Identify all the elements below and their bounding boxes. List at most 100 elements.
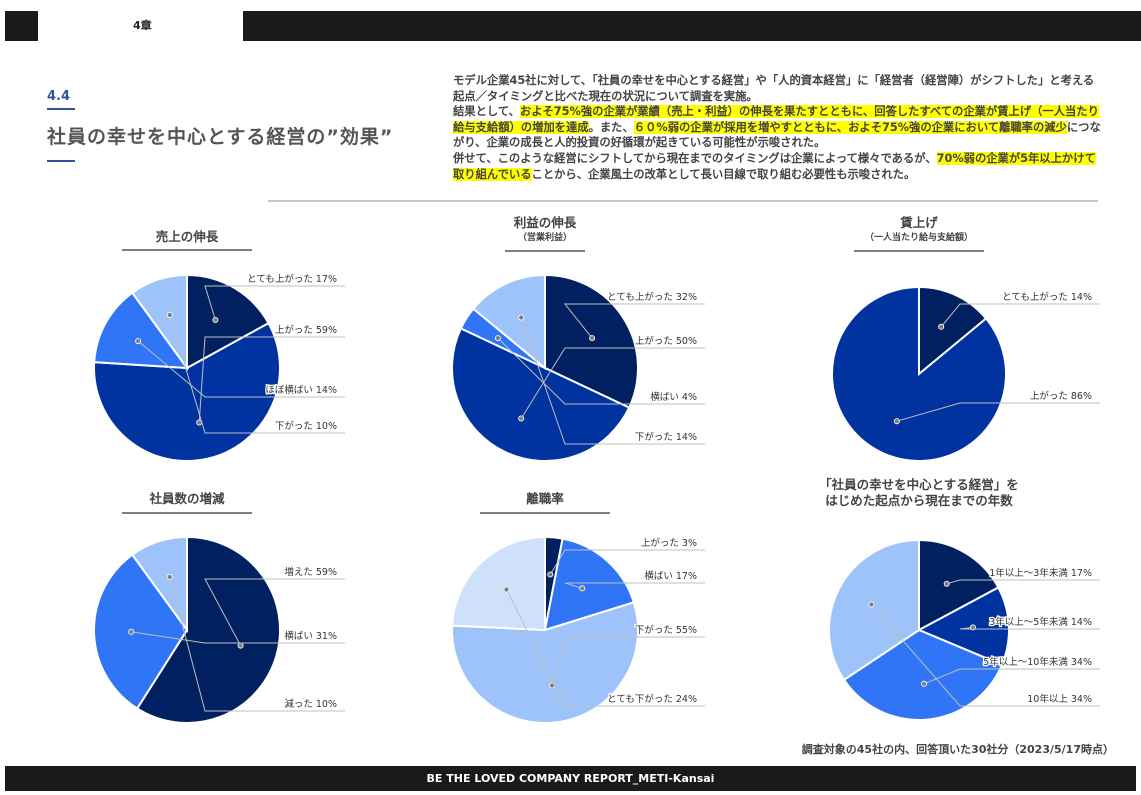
chart-title: 賃上げ: [899, 215, 938, 230]
leader-line: [551, 636, 705, 686]
leader-dot: [589, 335, 596, 342]
data-label: とても上がった 17%: [247, 273, 337, 285]
pie-slice: [130, 535, 188, 634]
data-label: 横ばい 17%: [644, 570, 697, 582]
leader-line: [959, 626, 1100, 630]
leader-dot: [868, 601, 875, 608]
chart-subtitle: （一人当たり給与支給額）: [865, 231, 973, 243]
leader-dot: [237, 642, 244, 649]
leader-line: [520, 317, 705, 445]
pie-slice: [93, 321, 281, 462]
pie-slice: [451, 327, 631, 462]
data-label: 上がった 86%: [1030, 390, 1092, 402]
chart-subtitle: はじめた起点から現在までの年数: [825, 493, 1013, 508]
data-label: 下がった 14%: [635, 431, 697, 443]
leader-dot: [166, 573, 173, 580]
chart-title: 離職率: [526, 491, 564, 506]
section-divider: [268, 200, 1098, 202]
chart-title: 社員数の増減: [148, 491, 225, 506]
section-number-underline: [47, 108, 75, 110]
leader-line: [871, 604, 1100, 707]
leader-dot: [518, 415, 525, 422]
section-title: 社員の幸せを中心とする経営の”効果”: [47, 126, 394, 148]
pie-slice: [135, 535, 281, 724]
data-label: 3年以上～5年未満 14%: [989, 616, 1092, 628]
pie-slice: [93, 291, 190, 370]
intro-paragraph-1: モデル企業45社に対して、「社員の幸せを中心とする経営」や「人的資本経営」に「経…: [453, 74, 1095, 103]
leader-line: [497, 337, 705, 405]
pie-slice: [471, 273, 546, 371]
leader-line: [169, 314, 345, 434]
leader-line: [520, 347, 705, 419]
leader-dot: [503, 586, 510, 593]
pie-slice: [451, 601, 639, 725]
data-label: 下がった 55%: [635, 624, 697, 636]
pie-slice: [451, 535, 546, 632]
intro-paragraph-2: 結果として、およそ75%強の企業が業績（売上・利益）の伸長を果たすとともに、回答…: [453, 104, 1103, 151]
footnote: 調査対象の45社の内、回答頂いた30社分（2023/5/17時点）: [801, 743, 1114, 756]
footer-bar: BE THE LOVED COMPANY REPORT_METI-Kansai: [5, 766, 1136, 791]
leader-dot: [135, 338, 142, 345]
chart-title: 売上の伸長: [156, 229, 219, 244]
leader-line: [131, 631, 345, 644]
leader-line: [563, 303, 705, 339]
data-label: とても上がった 14%: [1002, 291, 1092, 303]
leader-line: [169, 576, 345, 712]
data-label: 下がった 10%: [275, 420, 337, 432]
leader-dot: [518, 314, 525, 321]
chapter-label: 4章: [133, 19, 152, 32]
pie-slice: [828, 538, 920, 682]
leader-dot: [969, 624, 976, 631]
leader-line: [549, 549, 705, 575]
intro-text-run: 併せて、このような経営にシフトしてから現在までのタイミングは企業によって様々であ…: [453, 151, 937, 165]
leader-line: [946, 579, 1100, 585]
leader-dot: [494, 335, 501, 342]
leader-dot: [579, 585, 586, 592]
pie-slice: [831, 285, 1007, 462]
header-bar-left: [5, 11, 38, 41]
data-label: 横ばい 31%: [284, 630, 337, 642]
data-label: 減った 10%: [284, 698, 337, 710]
chart-title: 「社員の幸せを中心とする経営」を: [819, 477, 1019, 492]
highlight-text: ６０%弱の企業が採用を増やすとともに、およそ75%強の企業において離職率の減少: [633, 120, 1067, 134]
intro-paragraph-3: 併せて、このような経営にシフトしてから現在までのタイミングは企業によって様々であ…: [453, 151, 1103, 182]
section-title-underline: [47, 160, 75, 162]
leader-line: [204, 578, 345, 646]
pie-slice: [842, 628, 1004, 721]
intro-text-run: につながり、企業の成長と人的投資の好循環が起きている可能性が示唆された。: [453, 120, 1101, 150]
data-label: 横ばい 4%: [650, 391, 697, 403]
leader-dot: [893, 418, 900, 425]
data-label: 上がった 50%: [635, 335, 697, 347]
chart-subtitle: （営業利益）: [518, 231, 572, 243]
data-label: 上がった 3%: [641, 537, 697, 549]
data-label: ほぼ横ばい 14%: [265, 384, 337, 396]
pie-slice: [186, 273, 270, 370]
chart-title: 利益の伸長: [514, 215, 577, 230]
data-label: 10年以上 34%: [1027, 693, 1092, 705]
header-bar-right: [243, 11, 1141, 41]
pie-slice: [93, 553, 189, 710]
leader-dot: [943, 580, 950, 587]
leader-line: [506, 589, 705, 707]
pie-slice: [916, 586, 1010, 667]
leader-line: [564, 582, 705, 589]
leader-dot: [128, 628, 135, 635]
leader-line: [204, 285, 345, 321]
data-label: 増えた 59%: [284, 566, 337, 578]
intro-text-run: 結果として、: [453, 105, 520, 119]
leader-line: [896, 402, 1100, 422]
leader-line: [940, 303, 1100, 328]
leader-line: [137, 340, 345, 398]
pie-slice: [918, 538, 1000, 632]
intro-text-run: 。また、: [588, 120, 634, 134]
pie-slice: [543, 537, 636, 632]
leader-dot: [547, 571, 554, 578]
pie-slice: [918, 285, 988, 377]
intro-text: モデル企業45社に対して、「社員の幸せを中心とする経営」や「人的資本経営」に「経…: [453, 73, 1103, 182]
section-number: 4.4: [47, 89, 71, 104]
data-label: 1年以上～3年未満 17%: [989, 567, 1092, 579]
leader-dot: [166, 311, 173, 318]
pie-slice: [130, 273, 188, 372]
intro-text-run: ことから、企業風土の改革として長い目線で取り組む必要性も示唆された。: [531, 167, 916, 181]
